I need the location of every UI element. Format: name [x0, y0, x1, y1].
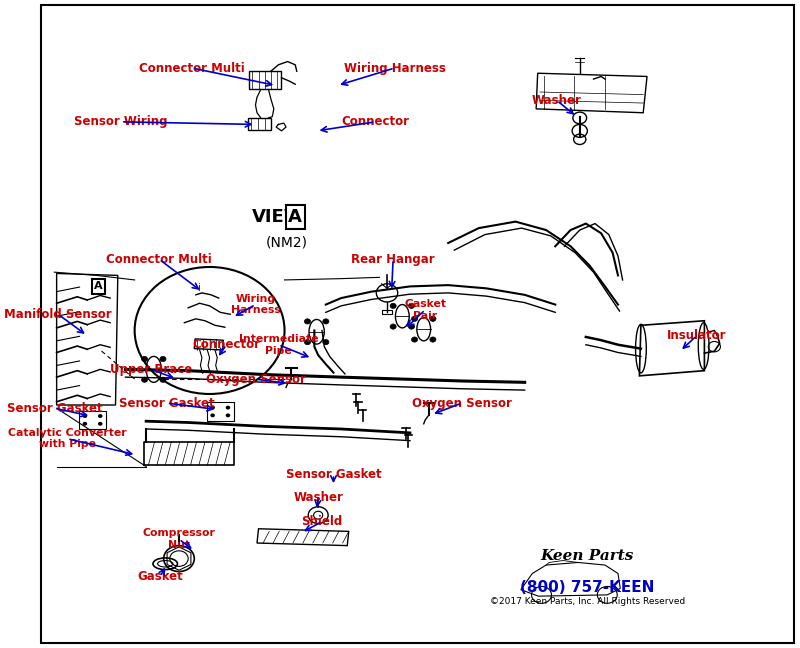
Circle shape	[409, 324, 414, 329]
Text: A: A	[288, 208, 302, 226]
Circle shape	[322, 319, 329, 324]
Circle shape	[430, 337, 436, 342]
Text: Washer: Washer	[532, 94, 582, 107]
Circle shape	[430, 316, 436, 321]
Circle shape	[210, 406, 215, 410]
Text: ©2017 Keen Parts, Inc. All Rights Reserved: ©2017 Keen Parts, Inc. All Rights Reserv…	[490, 597, 685, 606]
Circle shape	[226, 406, 230, 410]
Circle shape	[98, 414, 102, 418]
Text: Wiring Harness: Wiring Harness	[344, 62, 446, 75]
Circle shape	[322, 340, 329, 345]
Text: (800) 757-KEEN: (800) 757-KEEN	[520, 579, 654, 595]
Circle shape	[210, 413, 215, 417]
Circle shape	[573, 112, 586, 124]
Text: Sensor Gasket: Sensor Gasket	[119, 397, 214, 410]
Circle shape	[82, 414, 87, 418]
Circle shape	[82, 422, 87, 426]
Circle shape	[305, 340, 310, 345]
Circle shape	[142, 356, 148, 362]
Text: Rear Hangar: Rear Hangar	[351, 253, 435, 266]
Circle shape	[142, 377, 148, 382]
Circle shape	[226, 413, 230, 417]
Text: Wiring
Harness: Wiring Harness	[230, 294, 280, 316]
Text: Connector: Connector	[193, 338, 261, 351]
Text: Washer: Washer	[294, 491, 343, 504]
Text: Keen Parts: Keen Parts	[540, 549, 634, 563]
Circle shape	[160, 377, 166, 382]
Circle shape	[98, 422, 102, 426]
Text: Connector Multi: Connector Multi	[106, 253, 212, 266]
Text: Shield: Shield	[302, 515, 342, 528]
Text: Sensor Wiring: Sensor Wiring	[74, 115, 168, 128]
Text: VIEW: VIEW	[252, 208, 304, 226]
Circle shape	[390, 324, 396, 329]
Circle shape	[160, 356, 166, 362]
Text: Upper Brace: Upper Brace	[110, 363, 193, 376]
Text: Gasket
Pair: Gasket Pair	[404, 299, 446, 321]
Text: Intermediate
Pipe: Intermediate Pipe	[238, 334, 318, 356]
Text: Compressor
Nut: Compressor Nut	[142, 528, 215, 550]
Text: Sensor Gasket: Sensor Gasket	[6, 402, 102, 415]
Text: Oxygen Sensor: Oxygen Sensor	[206, 373, 306, 386]
Text: Insulator: Insulator	[667, 329, 726, 342]
Circle shape	[411, 337, 418, 342]
Text: Oxygen Sensor: Oxygen Sensor	[412, 397, 512, 410]
Text: Catalytic Converter
with Pipe: Catalytic Converter with Pipe	[8, 428, 126, 450]
Circle shape	[390, 303, 396, 308]
Circle shape	[305, 319, 310, 324]
Text: Connector: Connector	[342, 115, 410, 128]
Text: Connector Multi: Connector Multi	[139, 62, 245, 75]
Text: (NM2): (NM2)	[266, 236, 307, 250]
Circle shape	[409, 303, 414, 308]
Text: Gasket: Gasket	[137, 570, 182, 583]
Text: A: A	[94, 281, 103, 292]
Text: Sensor Gasket: Sensor Gasket	[286, 468, 382, 481]
Text: i: i	[197, 283, 199, 294]
Circle shape	[411, 316, 418, 321]
Text: Manifold Sensor: Manifold Sensor	[4, 308, 112, 321]
